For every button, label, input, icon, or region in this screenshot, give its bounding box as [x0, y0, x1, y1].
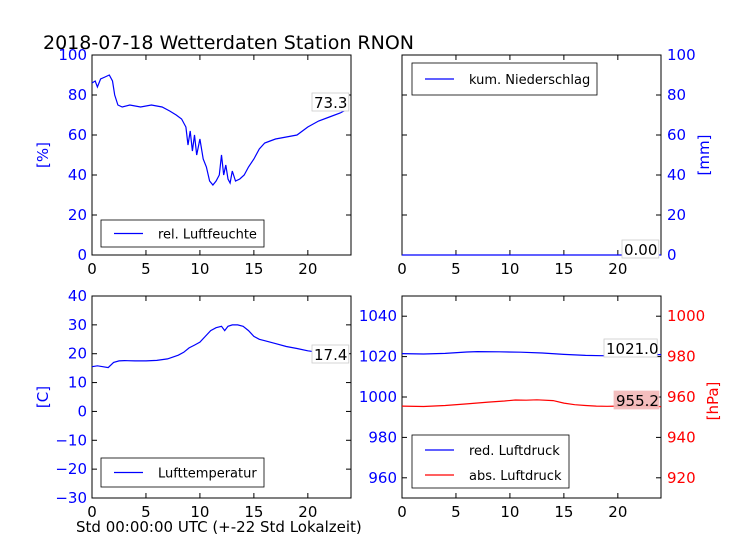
x-tick-label: 15	[244, 503, 263, 521]
x-tick-label: 15	[244, 260, 263, 278]
y-tick-label-right: 940	[667, 428, 696, 446]
y-tick-label-left: 1000	[359, 388, 397, 406]
x-tick-label: 10	[500, 260, 519, 278]
y-tick-label: 80	[68, 86, 87, 104]
x-tick-label: 15	[554, 503, 573, 521]
x-tick-label: 20	[298, 503, 317, 521]
x-tick-label: 0	[87, 503, 97, 521]
plot-frame	[91, 54, 352, 256]
x-tick-label: 0	[87, 260, 97, 278]
x-tick-label: 5	[451, 260, 461, 278]
panel-pressure: 0 5 10 15 20 960 980 1000 1020 1040 920 940 960 980 10…	[359, 295, 722, 521]
legend-box	[411, 434, 570, 489]
y-axis-label: [%]	[34, 142, 52, 168]
y-tick-label: 60	[667, 126, 686, 144]
y-tick-label: 100	[58, 46, 87, 64]
legend-label: kum. Niederschlag	[469, 73, 590, 88]
y-tick-label: 100	[667, 46, 696, 64]
y-tick-label: −30	[55, 489, 87, 507]
x-tick-label: 10	[190, 503, 209, 521]
y-tick-label-right: 920	[667, 469, 696, 487]
y-axis-label: [mm]	[695, 135, 713, 176]
value-label-box	[311, 92, 350, 112]
panel-humidity: 0 5 10 15 20 0 20 40 60 80 100 [%] rel. Luftfeuchte 7…	[34, 46, 352, 278]
y-tick-label: 0	[667, 246, 677, 264]
legend-label: red. Luftdruck	[469, 444, 560, 459]
last-value-label: 1021.0	[606, 340, 659, 358]
y-tick-label-right: 980	[667, 348, 696, 366]
legend-label: abs. Luftdruck	[469, 469, 562, 484]
x-tick-label: 5	[141, 503, 151, 521]
x-tick-label: 5	[141, 260, 151, 278]
y-tick-label-left: 980	[368, 428, 397, 446]
last-value-label: 0.00	[624, 241, 657, 259]
panel-temperature: 0 5 10 15 20 −30 −20 −10 0 10 20 30 40 [C] Lufttempera…	[34, 287, 352, 521]
x-tick-label: 10	[190, 260, 209, 278]
y-tick-label-left: 1020	[359, 348, 397, 366]
y-tick-label: 20	[667, 206, 686, 224]
value-label-box	[603, 338, 658, 358]
value-label-box	[621, 239, 660, 259]
x-tick-label: 0	[397, 503, 407, 521]
y-tick-label: 0	[77, 246, 87, 264]
x-tick-label: 10	[500, 503, 519, 521]
x-tick-label: 5	[451, 503, 461, 521]
y-tick-label-left: 1040	[359, 307, 397, 325]
y-axis-label-right: [hPa]	[704, 382, 722, 421]
y-tick-label: 20	[68, 345, 87, 363]
x-tick-label: 0	[397, 260, 407, 278]
value-label-box	[613, 390, 660, 410]
x-tick-label: 20	[298, 260, 317, 278]
y-tick-label-right: 960	[667, 388, 696, 406]
y-axis-label: [C]	[34, 386, 52, 408]
legend-label: rel. Luftfeuchte	[158, 228, 257, 243]
y-tick-label: −10	[55, 431, 87, 449]
series-line	[91, 74, 350, 186]
y-tick-label: 20	[68, 206, 87, 224]
x-tick-label: 20	[608, 260, 627, 278]
y-tick-label-right: 1000	[667, 307, 705, 325]
x-tick-label: 20	[608, 503, 627, 521]
y-tick-label: 80	[667, 86, 686, 104]
y-tick-label: 10	[68, 374, 87, 392]
last-value-label: 955.2	[616, 392, 659, 410]
last-value-label: 73.3	[314, 94, 347, 112]
plot-frame	[91, 295, 352, 499]
y-tick-label-left: 960	[368, 469, 397, 487]
figure-xlabel: Std 00:00:00 UTC (+-22 Std Lokalzeit)	[76, 518, 362, 536]
legend-label: Lufttemperatur	[158, 467, 257, 482]
series-line	[91, 324, 350, 369]
y-tick-label: 40	[667, 166, 686, 184]
y-tick-label: −20	[55, 460, 87, 478]
x-tick-label: 15	[554, 260, 573, 278]
y-tick-label: 40	[68, 287, 87, 305]
y-tick-label: 40	[68, 166, 87, 184]
y-tick-label: 60	[68, 126, 87, 144]
panel-precipitation: 0 5 10 15 20 0 20 40 60 80 100 [mm] kum. Niederschla…	[397, 46, 713, 278]
series-line	[401, 399, 662, 408]
y-tick-label: 0	[77, 402, 87, 420]
figure-title: 2018-07-18 Wetterdaten Station RNON	[43, 32, 414, 54]
y-tick-label: 30	[68, 316, 87, 334]
value-label-box	[311, 344, 350, 364]
last-value-label: 17.4	[314, 346, 347, 364]
